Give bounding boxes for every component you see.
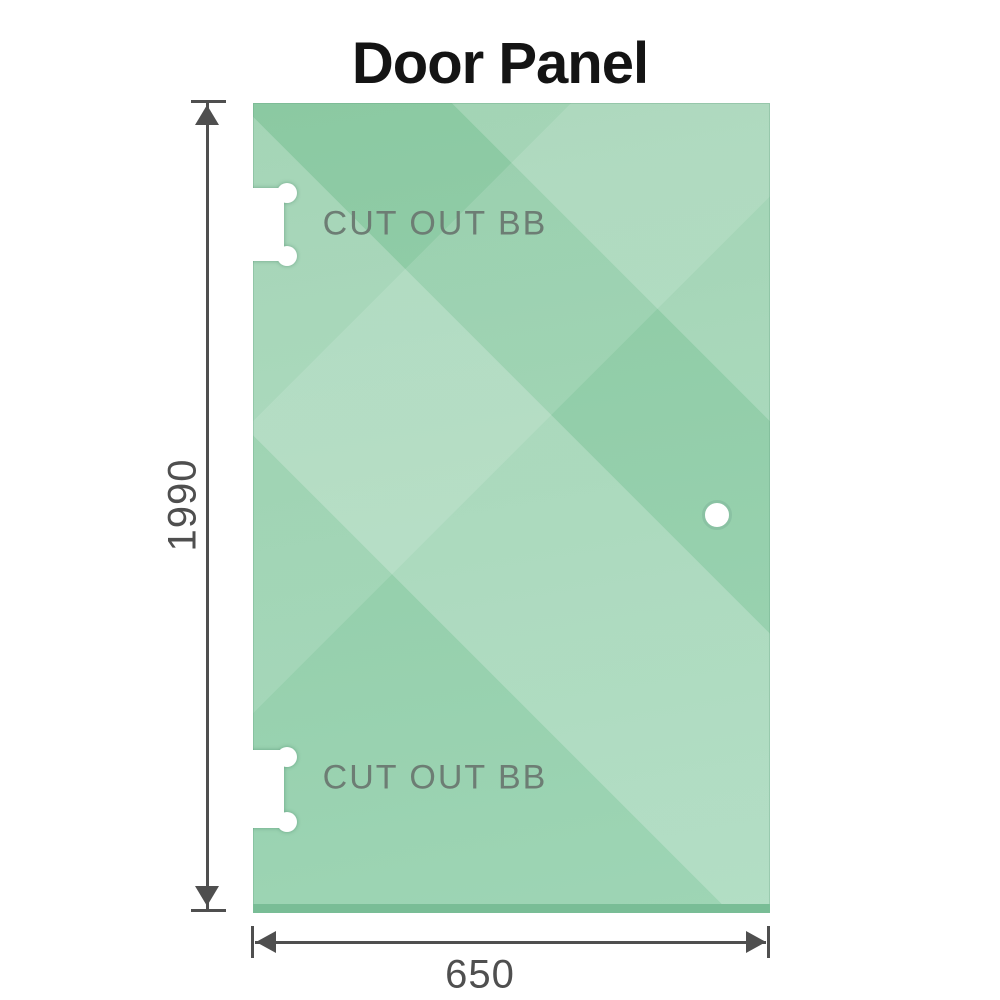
width-dimension-tick-left <box>251 926 254 958</box>
hinge-cutout-hole <box>277 183 297 203</box>
height-dimension-value: 1990 <box>160 458 205 552</box>
hinge-cutout-hole <box>277 812 297 832</box>
handle-hole <box>702 500 732 530</box>
arrow-up-icon <box>195 105 219 125</box>
height-dimension-tick-top <box>191 100 226 103</box>
glass-panel: CUT OUT BB CUT OUT BB <box>253 103 770 913</box>
glass-bottom-edge <box>253 904 770 913</box>
hinge-cutout-top <box>253 181 301 271</box>
arrow-down-icon <box>195 886 219 906</box>
height-dimension-tick-bottom <box>191 909 226 912</box>
width-dimension-line <box>255 941 766 944</box>
arrow-left-icon <box>256 931 276 953</box>
hinge-cutout-hole <box>277 747 297 767</box>
hinge-cutout-bottom <box>253 745 301 837</box>
hinge-cutout-hole <box>277 246 297 266</box>
height-dimension-line <box>206 103 209 909</box>
width-dimension-value: 650 <box>445 952 515 997</box>
cutout-label-bottom: CUT OUT BB <box>322 758 548 797</box>
cutout-label-top: CUT OUT BB <box>322 204 548 243</box>
page-title: Door Panel <box>351 31 649 96</box>
width-dimension-tick-right <box>767 926 770 958</box>
arrow-right-icon <box>746 931 766 953</box>
